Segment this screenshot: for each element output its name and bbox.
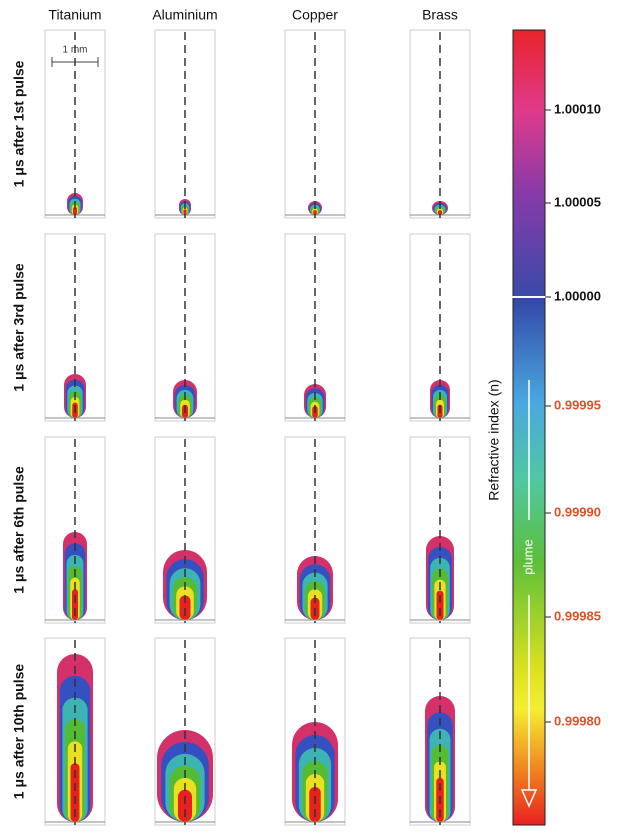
colorbar-tick-label: 0.99995 [554, 397, 601, 412]
colorbar-tick-label: 1.00000 [554, 288, 601, 303]
column-header: Copper [292, 7, 338, 23]
plume-layer [178, 790, 192, 822]
row-label: 1 μs after 10th pulse [11, 664, 27, 800]
colorbar-tick-label: 1.00005 [554, 194, 601, 209]
colorbar: plume Refractive index (n) [486, 30, 548, 825]
row-label: 1 μs after 1st pulse [11, 60, 27, 187]
colorbar-label: Refractive index (n) [486, 379, 502, 500]
column-header: Brass [422, 7, 458, 23]
row-label: 1 μs after 3rd pulse [11, 263, 27, 392]
colorbar-tick-label: 0.99990 [554, 504, 601, 519]
arrow-label: plume [520, 539, 535, 574]
colorbar-tick-label: 0.99985 [554, 608, 601, 623]
figure: 1 mm plume Refractive index (n) Titanium… [0, 0, 618, 830]
column-header: Titanium [48, 7, 101, 23]
colorbar-tick-label: 1.00010 [554, 101, 601, 116]
column-header: Aluminium [152, 7, 217, 23]
panels [45, 30, 470, 825]
colorbar-tick-label: 0.99980 [554, 713, 601, 728]
colorbar-top [513, 30, 545, 297]
row-label: 1 μs after 6th pulse [11, 466, 27, 594]
scale-label: 1 mm [63, 45, 88, 56]
